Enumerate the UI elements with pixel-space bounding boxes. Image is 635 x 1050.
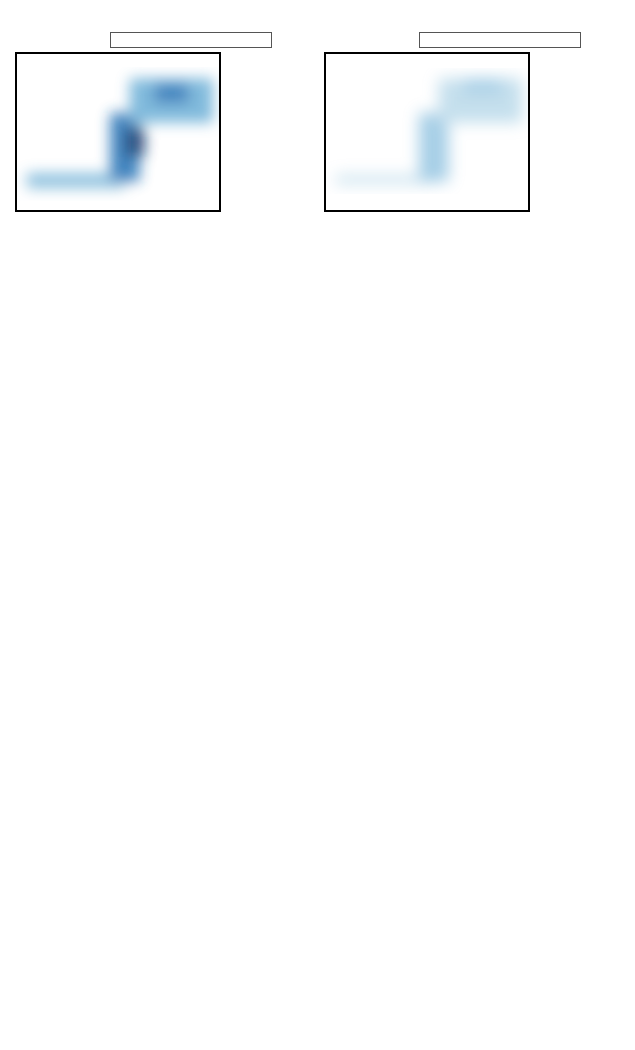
diff-colorbar-left bbox=[110, 32, 272, 48]
diff-svg bbox=[326, 54, 528, 211]
diff-header-row bbox=[12, 30, 622, 52]
diff-panel-row bbox=[12, 52, 622, 214]
figure bbox=[12, 12, 622, 214]
diff-heatmap-right bbox=[324, 52, 530, 212]
panel-H bbox=[321, 52, 622, 214]
diff-svg bbox=[17, 54, 219, 211]
diff-heatmap-left bbox=[15, 52, 221, 212]
panel-D bbox=[12, 52, 313, 214]
diff-colorbar-right bbox=[419, 32, 581, 48]
